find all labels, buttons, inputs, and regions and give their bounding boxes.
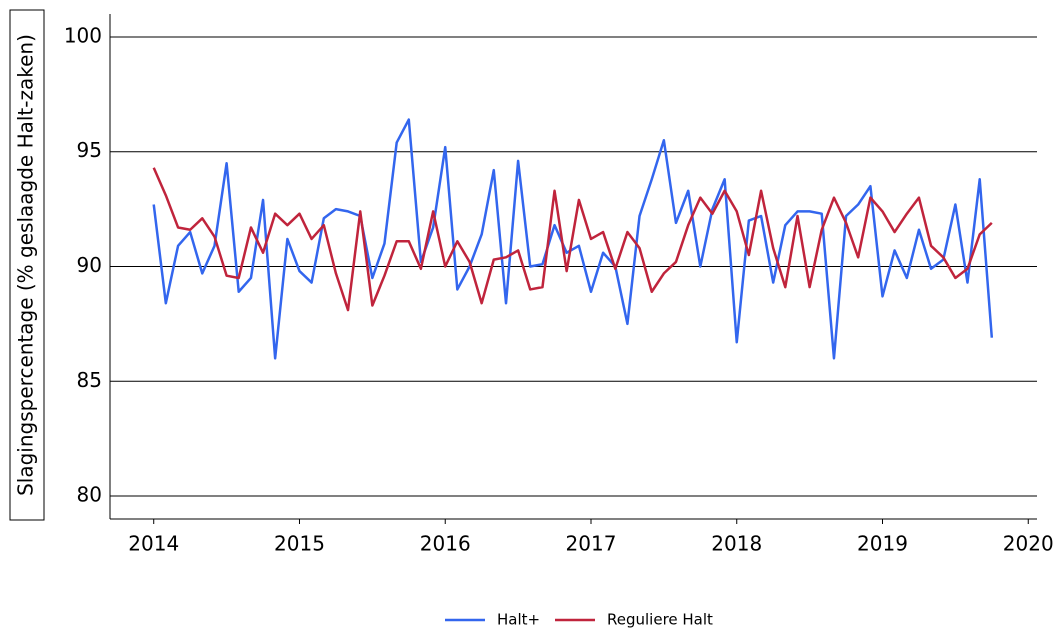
x-tick-label: 2019 xyxy=(857,532,908,556)
legend-label: Halt+ xyxy=(497,611,540,629)
series-line xyxy=(152,167,993,312)
y-axis-label: Slagingspercentage (% geslaagde Halt-zak… xyxy=(14,34,38,496)
x-tick-label: 2015 xyxy=(274,532,325,556)
y-label-box xyxy=(9,9,45,521)
y-tick-label: 95 xyxy=(77,138,102,162)
series-line xyxy=(152,118,994,360)
x-tick-label: 2020 xyxy=(1003,532,1054,556)
y-tick-label: 90 xyxy=(77,253,102,277)
x-tick-label: 2017 xyxy=(566,532,617,556)
x-tick-label: 2016 xyxy=(420,532,471,556)
y-tick-label: 85 xyxy=(77,368,102,392)
y-tick-label: 100 xyxy=(64,23,102,47)
y-tick-label: 80 xyxy=(77,483,102,507)
x-tick-label: 2014 xyxy=(128,532,179,556)
x-tick-label: 2018 xyxy=(711,532,762,556)
legend-label: Reguliere Halt xyxy=(607,611,713,629)
